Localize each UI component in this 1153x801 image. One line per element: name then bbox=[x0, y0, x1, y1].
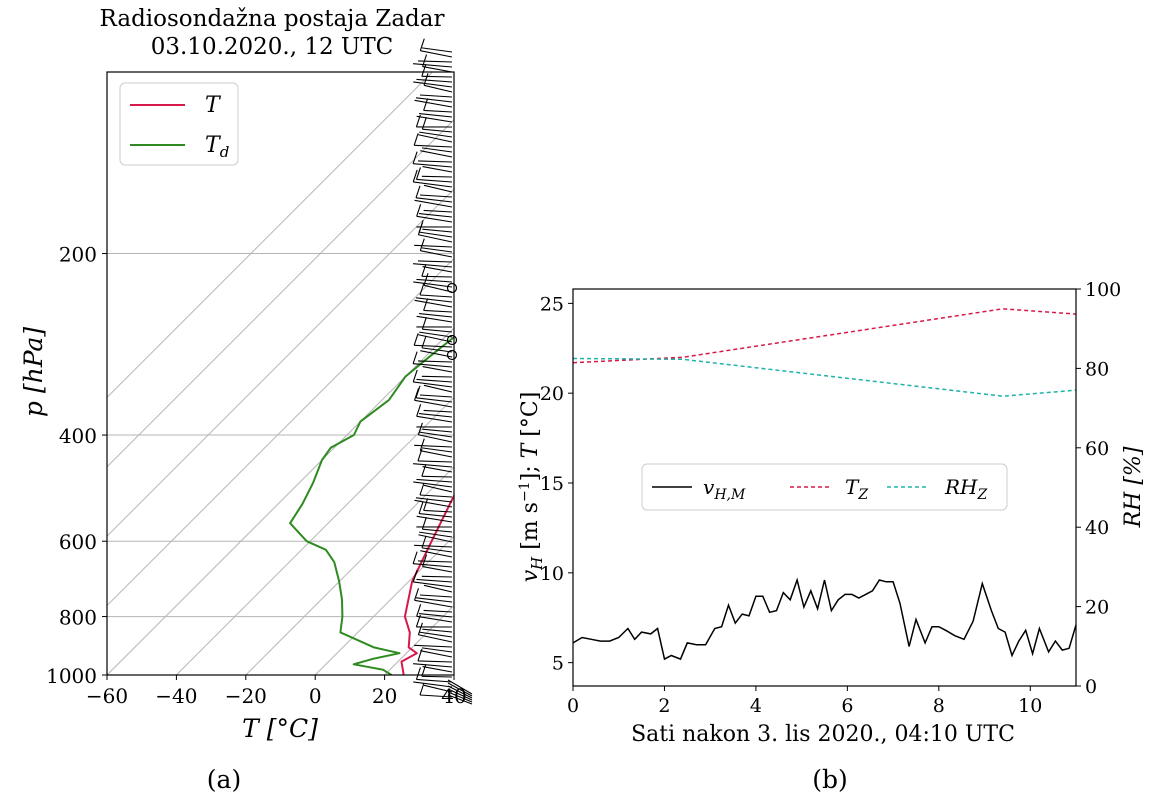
timeseries-right-tick-label: 40 bbox=[1085, 517, 1109, 539]
timeseries-x-tick-label: 10 bbox=[1018, 695, 1042, 717]
skewt-y-ticks: 1000 800 600 400 200 bbox=[46, 243, 107, 688]
timeseries-x-tick-label: 2 bbox=[658, 695, 670, 717]
timeseries-panel: 0 2 4 6 8 10 5 10 15 20 25 0 20 40 60 80 100 Sati nako… bbox=[517, 279, 1146, 794]
timeseries-right-tick-label: 60 bbox=[1085, 438, 1109, 460]
skewt-x-tick-label: 40 bbox=[441, 684, 466, 708]
isotherm-line bbox=[107, 119, 454, 468]
skewt-y-tick-label: 1000 bbox=[46, 664, 97, 688]
skewt-x-tick-label: −40 bbox=[155, 684, 197, 708]
timeseries-left-tick-label: 25 bbox=[540, 293, 564, 315]
timeseries-right-tick-label: 20 bbox=[1085, 597, 1109, 619]
isotherm-line bbox=[384, 604, 454, 675]
timeseries-frame bbox=[572, 288, 1077, 687]
timeseries-x-tick-label: 4 bbox=[750, 695, 762, 717]
skewt-xlabel: T [°C] bbox=[242, 714, 318, 743]
timeseries-x-ticks: 0 2 4 6 8 10 bbox=[567, 686, 1042, 717]
timeseries-left-tick-label: 10 bbox=[540, 563, 564, 585]
skewt-title: Radiosondažna postaja Zadar 03.10.2020., … bbox=[100, 6, 445, 60]
skewt-x-tick-label: −60 bbox=[86, 684, 128, 708]
skewt-y-tick-label: 800 bbox=[59, 606, 97, 630]
skewt-x-ticks: −60 −40 −20 0 20 40 bbox=[86, 675, 467, 708]
skewt-frame bbox=[106, 71, 455, 676]
timeseries-xlabel: Sati nakon 3. lis 2020., 04:10 UTC bbox=[631, 722, 1015, 747]
skewt-panel: Radiosondažna postaja Zadar 03.10.2020., … bbox=[19, 6, 473, 794]
isotherm-line bbox=[176, 396, 454, 675]
timeseries-ylabel-left: vH [m s−1]; T [°C] bbox=[517, 392, 546, 583]
timeseries-x-tick-label: 6 bbox=[841, 695, 853, 717]
timeseries-legend: vH,M TZ RHZ bbox=[641, 463, 1008, 511]
timeseries-right-tick-label: 100 bbox=[1085, 279, 1121, 301]
panel-label-a: (a) bbox=[207, 765, 241, 794]
skewt-legend: T Td bbox=[119, 82, 239, 166]
timeseries-left-tick-label: 20 bbox=[540, 383, 564, 405]
timeseries-x-tick-label: 8 bbox=[933, 695, 945, 717]
skewt-x-tick-label: −20 bbox=[225, 684, 267, 708]
skewt-x-tick-label: 0 bbox=[309, 684, 322, 708]
wind-barbs bbox=[412, 38, 473, 705]
skewt-y-tick-label: 600 bbox=[59, 530, 97, 554]
series-line-tz bbox=[572, 308, 1077, 364]
isotherm-line bbox=[245, 466, 454, 675]
timeseries-lines bbox=[572, 308, 1077, 661]
skewt-ylabel: p [hPa] bbox=[19, 327, 48, 417]
timeseries-right-y-ticks: 0 20 40 60 80 100 bbox=[1076, 279, 1121, 698]
sounding-lines bbox=[289, 335, 454, 675]
skewt-x-tick-label: 20 bbox=[372, 684, 397, 708]
timeseries-left-tick-label: 5 bbox=[552, 653, 564, 675]
timeseries-left-tick-label: 15 bbox=[540, 473, 564, 495]
sounding-line-td bbox=[289, 335, 454, 675]
isotherm-line bbox=[107, 257, 454, 607]
isotherm-line bbox=[107, 72, 433, 399]
skewt-y-tick-label: 400 bbox=[59, 424, 97, 448]
isotherm-line bbox=[314, 535, 454, 675]
series-line-vhm bbox=[572, 577, 1077, 661]
skewt-y-tick-label: 200 bbox=[59, 243, 97, 267]
isotherm-line bbox=[107, 188, 454, 537]
timeseries-left-y-ticks: 5 10 15 20 25 bbox=[540, 293, 573, 675]
panel-label-b: (b) bbox=[812, 765, 848, 794]
sounding-line-t bbox=[400, 493, 454, 675]
legend-label-t: T bbox=[205, 93, 222, 118]
timeseries-x-tick-label: 0 bbox=[567, 695, 579, 717]
timeseries-right-tick-label: 0 bbox=[1085, 676, 1097, 698]
timeseries-right-tick-label: 80 bbox=[1085, 358, 1109, 380]
series-line-rhz bbox=[572, 357, 1077, 397]
pressure-gridlines bbox=[107, 253, 454, 676]
timeseries-ylabel-right: RH [%] bbox=[1121, 446, 1146, 528]
